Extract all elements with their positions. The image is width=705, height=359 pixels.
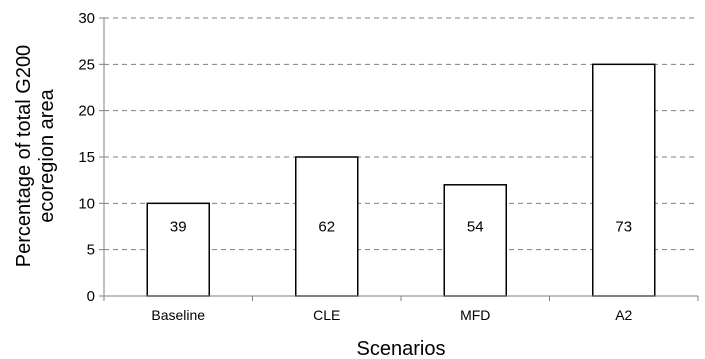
x-tick-label-cle: CLE xyxy=(313,307,340,323)
x-tick-label-baseline: Baseline xyxy=(151,307,205,323)
y-tick-label: 5 xyxy=(87,242,95,259)
x-axis-title: Scenarios xyxy=(357,338,446,359)
y-tick-labels: 0 5 10 15 20 25 30 xyxy=(78,10,95,305)
bar-a2 xyxy=(592,63,656,297)
x-tick-label-a2: A2 xyxy=(615,307,632,323)
y-tick-label: 0 xyxy=(87,288,95,305)
y-tick-label: 10 xyxy=(78,195,95,212)
bar-value-label-a2: 73 xyxy=(615,219,632,236)
bar-value-label-baseline: 39 xyxy=(170,219,187,236)
y-tick-label: 15 xyxy=(78,149,95,166)
bar-value-labels: 39 62 54 73 xyxy=(170,219,632,236)
x-tick-labels: Baseline CLE MFD A2 xyxy=(151,307,632,323)
bars xyxy=(146,63,656,297)
bar-value-label-cle: 62 xyxy=(318,219,335,236)
bar-value-label-mfd: 54 xyxy=(467,219,484,236)
x-tick-label-mfd: MFD xyxy=(460,307,490,323)
bar-mfd xyxy=(443,184,507,297)
axes xyxy=(99,17,699,301)
y-tick-label: 30 xyxy=(78,10,95,27)
bar-baseline xyxy=(146,202,210,297)
y-axis-title-line-1: Percentage of total G200 xyxy=(13,45,35,267)
y-tick-label: 20 xyxy=(78,103,95,120)
y-axis-title-line-2: ecoregion area xyxy=(36,88,58,222)
y-tick-label: 25 xyxy=(78,56,95,73)
